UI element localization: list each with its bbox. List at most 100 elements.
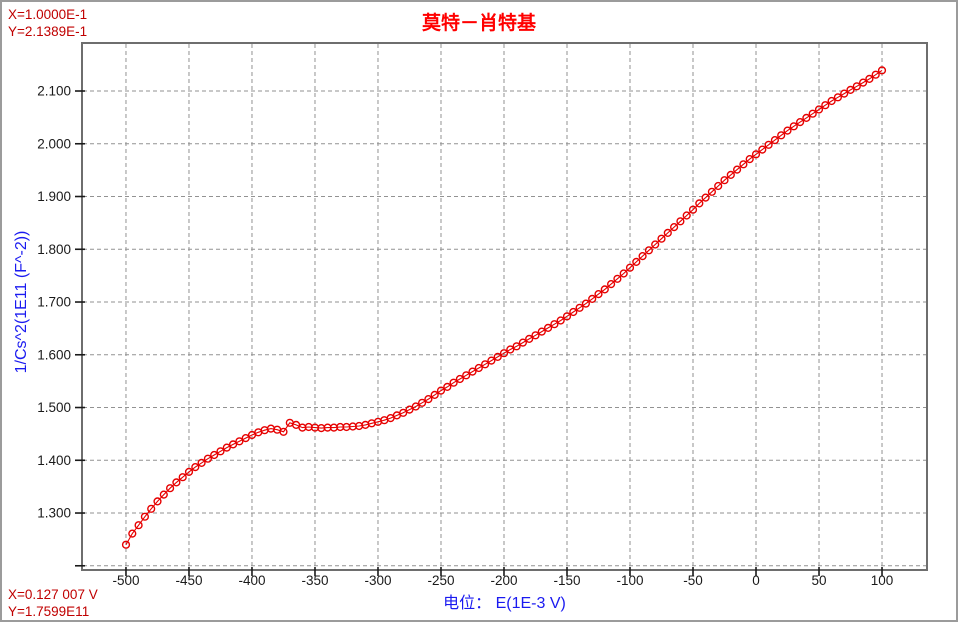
data-point[interactable] xyxy=(418,398,427,407)
data-point[interactable] xyxy=(166,484,175,493)
data-point[interactable] xyxy=(657,234,666,243)
data-point[interactable] xyxy=(153,497,162,506)
data-point[interactable] xyxy=(569,307,578,317)
data-point[interactable] xyxy=(770,136,780,145)
data-point[interactable] xyxy=(682,211,691,220)
data-point[interactable] xyxy=(556,316,565,325)
data-point[interactable] xyxy=(720,176,729,185)
data-point[interactable] xyxy=(877,66,887,75)
data-point[interactable] xyxy=(745,155,754,164)
data-point[interactable] xyxy=(833,93,843,102)
data-point[interactable] xyxy=(474,363,483,373)
data-point[interactable] xyxy=(493,352,502,362)
data-point[interactable] xyxy=(121,540,131,549)
data-point[interactable] xyxy=(531,331,540,340)
data-point[interactable] xyxy=(399,408,408,417)
data-point[interactable] xyxy=(701,193,710,202)
data-point[interactable] xyxy=(575,303,584,312)
data-point[interactable] xyxy=(625,263,635,272)
data-point[interactable] xyxy=(751,150,761,159)
data-point[interactable] xyxy=(777,131,786,140)
y-tick-label: 2.000 xyxy=(37,136,71,151)
data-point[interactable] xyxy=(808,109,817,118)
data-point[interactable] xyxy=(197,458,206,468)
data-point[interactable] xyxy=(499,349,509,358)
data-point[interactable] xyxy=(462,371,471,380)
data-point[interactable] xyxy=(184,467,194,477)
data-point[interactable] xyxy=(411,402,420,411)
data-point[interactable] xyxy=(140,512,150,521)
data-point[interactable] xyxy=(229,440,238,449)
data-point[interactable] xyxy=(669,223,679,232)
data-point[interactable] xyxy=(506,345,515,354)
data-point[interactable] xyxy=(134,521,143,530)
data-point[interactable] xyxy=(235,437,244,446)
data-point[interactable] xyxy=(651,240,660,249)
data-point[interactable] xyxy=(210,450,219,460)
data-point[interactable] xyxy=(525,334,534,344)
data-point[interactable] xyxy=(814,105,824,114)
data-point[interactable] xyxy=(588,294,597,304)
data-point[interactable] xyxy=(802,113,811,123)
data-point[interactable] xyxy=(821,101,830,110)
data-point[interactable] xyxy=(222,443,231,452)
data-point[interactable] xyxy=(443,382,452,392)
data-point[interactable] xyxy=(178,473,187,482)
data-point[interactable] xyxy=(732,165,742,174)
data-point[interactable] xyxy=(638,252,647,261)
data-point[interactable] xyxy=(739,160,748,169)
data-point[interactable] xyxy=(726,170,735,180)
data-point[interactable] xyxy=(846,85,855,95)
data-point[interactable] xyxy=(632,257,641,267)
data-point[interactable] xyxy=(562,312,572,321)
data-point[interactable] xyxy=(581,299,591,308)
data-point[interactable] xyxy=(613,274,622,283)
data-point[interactable] xyxy=(858,78,868,87)
data-point[interactable] xyxy=(695,199,704,208)
data-point[interactable] xyxy=(147,504,156,513)
data-point[interactable] xyxy=(789,122,798,131)
data-point[interactable] xyxy=(430,390,439,400)
data-point[interactable] xyxy=(543,323,553,333)
data-point[interactable] xyxy=(871,70,880,79)
data-point[interactable] xyxy=(707,187,717,196)
data-point[interactable] xyxy=(468,367,477,376)
data-point[interactable] xyxy=(600,285,609,294)
data-point[interactable] xyxy=(619,269,628,278)
data-point[interactable] xyxy=(644,246,654,255)
data-point[interactable] xyxy=(606,280,616,289)
data-point[interactable] xyxy=(594,290,603,299)
data-point[interactable] xyxy=(449,378,458,387)
data-point[interactable] xyxy=(279,427,288,436)
data-point[interactable] xyxy=(487,356,496,365)
data-point[interactable] xyxy=(714,181,723,191)
data-point[interactable] xyxy=(795,117,805,127)
data-point[interactable] xyxy=(783,126,792,135)
data-point[interactable] xyxy=(758,145,767,154)
data-point[interactable] xyxy=(203,454,213,463)
data-point[interactable] xyxy=(764,140,773,149)
data-point[interactable] xyxy=(128,529,137,538)
data-point[interactable] xyxy=(512,342,521,351)
data-point[interactable] xyxy=(159,490,168,499)
data-point[interactable] xyxy=(216,447,225,456)
data-point[interactable] xyxy=(852,82,861,91)
data-point[interactable] xyxy=(676,217,685,226)
data-point[interactable] xyxy=(550,320,559,329)
data-point[interactable] xyxy=(481,360,490,369)
data-point[interactable] xyxy=(241,434,250,443)
data-point[interactable] xyxy=(537,327,546,336)
data-point[interactable] xyxy=(840,89,849,98)
data-point[interactable] xyxy=(191,463,200,472)
data-point[interactable] xyxy=(436,386,446,395)
data-point[interactable] xyxy=(827,96,836,106)
data-point[interactable] xyxy=(405,405,414,414)
data-point[interactable] xyxy=(663,228,672,238)
data-point[interactable] xyxy=(172,478,181,487)
data-point[interactable] xyxy=(865,74,874,84)
data-point[interactable] xyxy=(518,338,528,347)
data-point[interactable] xyxy=(455,374,465,384)
data-point[interactable] xyxy=(424,395,433,404)
data-point[interactable] xyxy=(688,205,698,214)
